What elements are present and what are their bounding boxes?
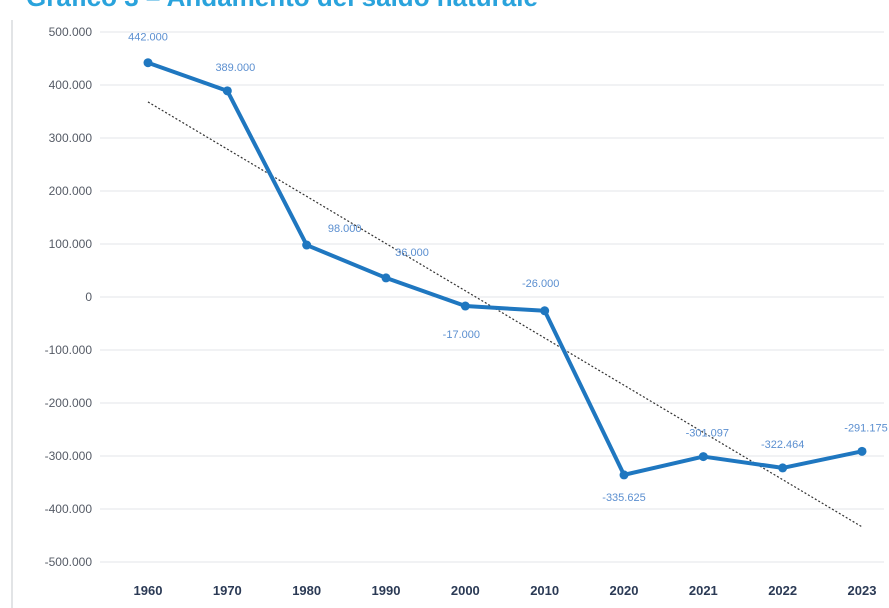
x-tick-label: 2020	[610, 583, 639, 598]
y-tick-label: -100.000	[45, 343, 93, 357]
y-tick-label: 300.000	[49, 131, 93, 145]
data-label: -17.000	[443, 329, 480, 341]
data-label: -335.625	[602, 492, 645, 504]
chart-title: Grafico 3 – Andamento del saldo naturale	[26, 0, 538, 12]
x-tick-label: 2010	[530, 583, 559, 598]
data-point	[222, 86, 232, 96]
y-tick-label: 400.000	[49, 78, 93, 92]
data-label: -26.000	[522, 278, 559, 290]
data-labels: 442.000 389.000 98.000 36.000 -17.000 -26.000…	[128, 32, 888, 504]
series-line	[146, 60, 864, 477]
x-tick-labels: 1960 1970 1980 1990 2000 2010 2020 2021 2022 2023	[134, 583, 877, 598]
x-tick-label: 1960	[134, 583, 163, 598]
data-point	[778, 463, 788, 473]
y-tick-label: -200.000	[45, 396, 93, 410]
data-points	[143, 58, 867, 480]
x-tick-label: 2000	[451, 583, 480, 598]
x-tick-label: 2023	[848, 583, 877, 598]
y-tick-label: 200.000	[49, 184, 93, 198]
x-tick-label: 2022	[768, 583, 797, 598]
y-tick-labels: 500.000 400.000 300.000 200.000 100.000 0 -100…	[45, 25, 93, 569]
data-point	[619, 470, 629, 480]
grid-lines	[100, 31, 884, 563]
x-tick-label: 2021	[689, 583, 718, 598]
data-point	[540, 306, 550, 316]
y-tick-label: -500.000	[45, 555, 93, 569]
y-tick-label: 0	[85, 290, 92, 304]
data-point	[460, 301, 470, 311]
data-label: 36.000	[395, 247, 429, 259]
data-label: -291.175	[844, 422, 887, 434]
y-tick-label: 500.000	[49, 25, 93, 39]
data-label: 389.000	[215, 62, 255, 74]
data-label: 442.000	[128, 32, 168, 44]
data-label: 98.000	[328, 223, 362, 235]
x-tick-label: 1970	[213, 583, 242, 598]
x-tick-label: 1990	[372, 583, 401, 598]
data-point	[381, 273, 391, 283]
data-point	[698, 452, 708, 462]
y-tick-label: -300.000	[45, 449, 93, 463]
series-polyline	[146, 60, 864, 477]
data-point	[143, 58, 153, 68]
trendline	[147, 101, 863, 528]
data-point	[857, 446, 867, 456]
data-point	[302, 240, 312, 250]
y-tick-label: -400.000	[45, 502, 93, 516]
y-tick-label: 100.000	[49, 237, 93, 251]
trendline-path	[147, 101, 863, 528]
x-tick-label: 1980	[292, 583, 321, 598]
data-label: -301.097	[686, 428, 729, 440]
data-label: -322.464	[761, 439, 804, 451]
